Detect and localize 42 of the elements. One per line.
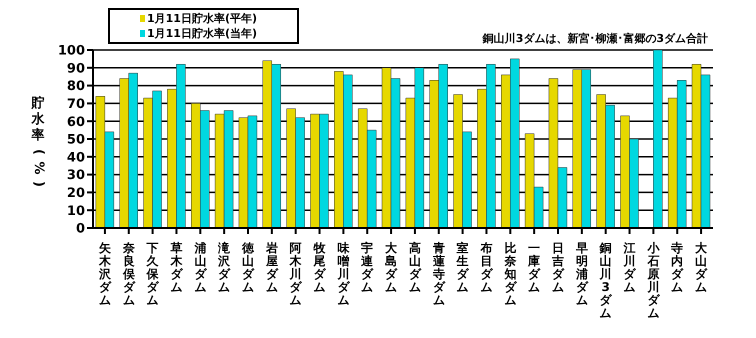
x-tick-label: 大島ダム: [385, 241, 398, 294]
x-tick-label: 阿木川ダム: [288, 241, 303, 307]
x-tick-label: 青蓮寺ダム: [432, 241, 446, 307]
x-tick-label: 岩屋ダム: [264, 241, 279, 294]
x-tick-label: 一庫ダム: [527, 241, 542, 294]
y-tick-label: 0: [76, 222, 85, 237]
x-tick-label: 高山ダム: [408, 241, 422, 294]
text: 銅山川3ダムは、新宮･柳瀬･富郷の3ダム合計: [482, 32, 708, 46]
x-tick-label: 奈良俣ダム: [122, 241, 136, 307]
y-tick-label: 10: [66, 204, 85, 219]
x-tick-label: 宇連ダム: [360, 241, 374, 294]
x-tick-label: 小石原川ダム: [646, 241, 660, 320]
x-tick-label: 日吉ダム: [551, 241, 565, 294]
y-tick-label: 100: [58, 44, 85, 59]
x-tick-label: 比奈知ダム: [503, 241, 518, 307]
y-axis-title: 貯水率(%): [30, 96, 46, 189]
x-tick-label: 早明浦ダム: [574, 241, 589, 307]
x-tick-label: 大山ダム: [695, 241, 708, 294]
x-tick-label: 草木ダム: [169, 241, 184, 294]
x-tick-label: 寺内ダム: [670, 241, 684, 294]
y-tick-label: 50: [66, 132, 85, 148]
y-tick-label: 70: [66, 97, 85, 112]
y-tick-label: 60: [66, 114, 85, 130]
x-tick-label: 牧尾ダム: [312, 241, 327, 294]
y-tick-label: 40: [66, 150, 85, 166]
y-tick-label: 90: [66, 61, 85, 76]
x-tick-label: 江川ダム: [622, 241, 637, 294]
legend-label: 1月11日貯水率(平年): [147, 11, 258, 26]
legend-label: 1月11日貯水率(当年): [147, 26, 258, 41]
x-tick-label: 銅山川3ダム: [598, 241, 613, 320]
x-tick-label: 浦山ダム: [193, 241, 208, 294]
y-tick-label: 20: [66, 186, 85, 202]
x-tick-label: 室生ダム: [456, 241, 470, 294]
y-tick-label: 30: [66, 168, 85, 184]
x-tick-label: 下久保ダム: [146, 241, 160, 307]
x-tick-label: 布目ダム: [479, 241, 494, 294]
y-tick-label: 80: [66, 79, 85, 94]
x-tick-label: 味噌川ダム: [336, 241, 350, 307]
x-tick-label: 矢木沢ダム: [98, 241, 112, 307]
x-tick-label: 滝沢ダム: [217, 241, 232, 294]
bar: [653, 50, 663, 228]
x-tick-label: 徳山ダム: [241, 241, 255, 294]
